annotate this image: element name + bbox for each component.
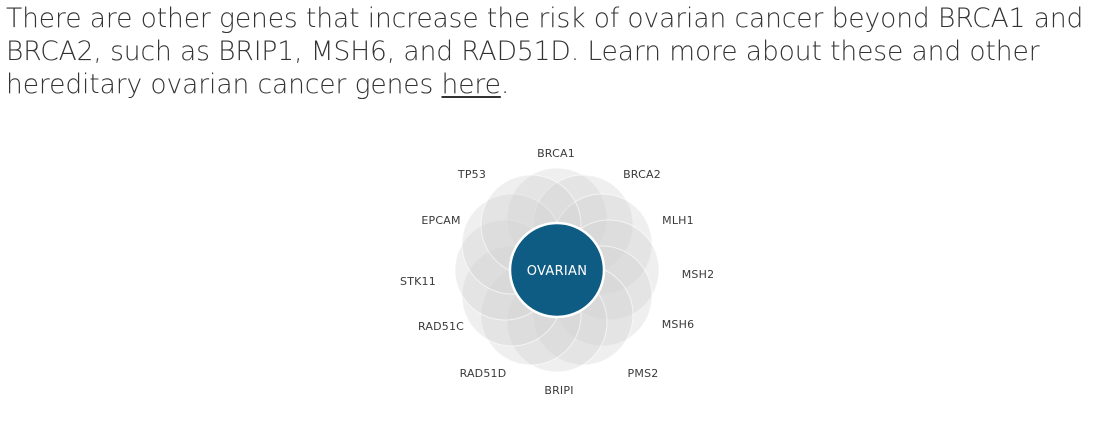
gene-label-brca2: BRCA2 [623, 168, 661, 181]
gene-label-brca1: BRCA1 [537, 147, 575, 160]
intro-text: There are other genes that increase the … [6, 3, 1084, 100]
gene-label-mlh1: MLH1 [662, 214, 694, 227]
gene-label-msh2: MSH2 [682, 268, 715, 281]
gene-label-bripi: BRIPI [544, 384, 573, 397]
gene-label-epcam: EPCAM [421, 214, 460, 227]
ovarian-center-label: OVARIAN [527, 264, 588, 279]
gene-label-msh6: MSH6 [662, 318, 695, 331]
here-link[interactable]: here [441, 69, 501, 100]
gene-label-rad51c: RAD51C [418, 320, 464, 333]
ovarian-center-circle [508, 221, 606, 319]
intro-text-end: . [500, 69, 510, 100]
gene-label-pms2: PMS2 [628, 367, 659, 380]
gene-label-stk11: STK11 [400, 275, 436, 288]
intro-paragraph: There are other genes that increase the … [6, 2, 1114, 101]
gene-label-rad51d: RAD51D [460, 367, 507, 380]
gene-label-tp53: TP53 [457, 168, 486, 181]
